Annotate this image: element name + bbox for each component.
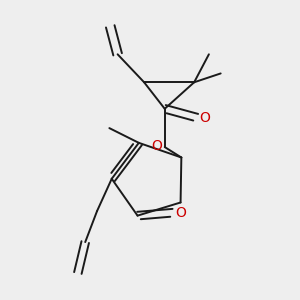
Text: O: O <box>175 206 186 220</box>
Text: O: O <box>199 111 210 124</box>
Text: O: O <box>151 139 162 153</box>
